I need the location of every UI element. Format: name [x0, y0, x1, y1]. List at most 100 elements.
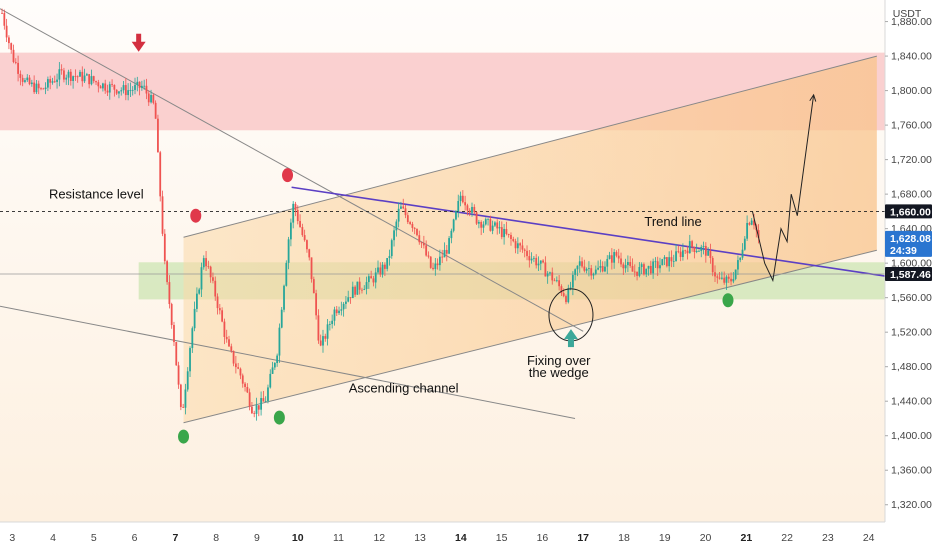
candle-body [560, 286, 563, 294]
candle-body [480, 221, 483, 228]
y-tick-label: 1,880.00 [891, 16, 932, 28]
candle-body [714, 272, 716, 277]
candle-body [173, 325, 175, 343]
candle-body [604, 266, 606, 272]
candle-body [615, 252, 618, 256]
projection-arrowhead [809, 93, 817, 102]
candle-body [147, 93, 150, 103]
candle-body [127, 90, 130, 96]
candle-body [704, 245, 707, 256]
candle-body [33, 82, 36, 93]
candle-body [216, 296, 219, 309]
candle-body [221, 310, 224, 322]
candle-body [253, 413, 256, 414]
candle-body [209, 266, 212, 278]
candle-body [113, 84, 116, 90]
x-tick-label: 15 [496, 532, 508, 544]
candle-body [81, 71, 84, 82]
candle-body [608, 255, 611, 259]
price-tag-2 [885, 266, 932, 281]
candle-body [143, 85, 146, 87]
candle-body [686, 250, 689, 254]
candle-body [267, 387, 269, 402]
candle-body [533, 257, 535, 259]
candle-body [19, 73, 22, 78]
candle-body [647, 265, 650, 269]
candle-body [294, 203, 297, 211]
arrow-up-icon-stem [567, 339, 574, 348]
candle-body [326, 324, 329, 339]
candle-body [196, 293, 198, 309]
candle-body [138, 81, 141, 88]
arrow-down-icon [131, 41, 146, 52]
candle-body [461, 195, 464, 203]
y-tick-label: 1,480.00 [891, 361, 932, 373]
support-dot-4 [273, 410, 285, 425]
y-tick-label: 1,800.00 [891, 85, 932, 97]
candle-body [574, 269, 577, 275]
candle-body [95, 81, 97, 83]
y-tick-label: 1,440.00 [891, 396, 932, 408]
candle-body [44, 87, 47, 90]
candle-body [218, 308, 221, 311]
candle-body [682, 250, 684, 258]
candle-body [757, 230, 760, 238]
quote-currency: USDT [893, 8, 922, 20]
candle-body [345, 301, 347, 304]
candle-body [528, 256, 531, 261]
candle-body [241, 375, 244, 384]
candle-body [418, 235, 421, 243]
candle-body [523, 249, 526, 251]
candle-body [571, 274, 574, 288]
candle-body [679, 251, 682, 258]
y-tick-label: 1,560.00 [891, 292, 932, 304]
candle-body [207, 266, 210, 268]
candle-body [727, 276, 730, 279]
candle-body [395, 221, 398, 231]
candle-body [663, 257, 666, 260]
candle-body [402, 206, 405, 209]
x-tick-label: 12 [373, 532, 385, 544]
candle-body [578, 261, 581, 266]
candle-body [14, 61, 17, 63]
candle-body [537, 263, 540, 266]
candle-body [709, 250, 712, 258]
candle-body [358, 281, 361, 290]
candle-body [718, 277, 721, 279]
candle-body [427, 255, 430, 257]
candle-body [3, 13, 6, 26]
candle-body [606, 258, 609, 267]
channel-fill [183, 56, 877, 423]
candle-body [677, 251, 680, 253]
candle-body [170, 304, 173, 326]
projection-path [751, 94, 815, 283]
candle-body [150, 95, 152, 103]
y-tick-label: 1,840.00 [891, 51, 932, 63]
candle-body [30, 82, 33, 85]
candle-body [383, 264, 386, 269]
candle-body [363, 288, 366, 290]
candle-body [76, 76, 79, 78]
candle-body [450, 230, 453, 239]
candle-body [108, 84, 111, 93]
candle-body [315, 293, 318, 316]
candle-body [273, 362, 276, 368]
purple-trend-line [291, 186, 886, 277]
candle-body [136, 81, 139, 85]
candle-body [285, 262, 288, 286]
candle-body [370, 276, 373, 279]
channel-lower [183, 249, 877, 424]
candle-body [631, 266, 634, 272]
candle-body [152, 95, 155, 103]
candle-body [599, 266, 602, 268]
arrow-down-icon-stem [136, 33, 142, 43]
candle-body [8, 37, 10, 44]
candle-body [177, 365, 180, 385]
fixing-label-line1: Fixing over [527, 353, 591, 368]
candle-body [516, 243, 519, 249]
candle-body [179, 384, 182, 407]
candle-body [443, 249, 446, 258]
price-tag-label-1: 1,628.08 [890, 233, 931, 245]
candle-body [56, 79, 58, 82]
